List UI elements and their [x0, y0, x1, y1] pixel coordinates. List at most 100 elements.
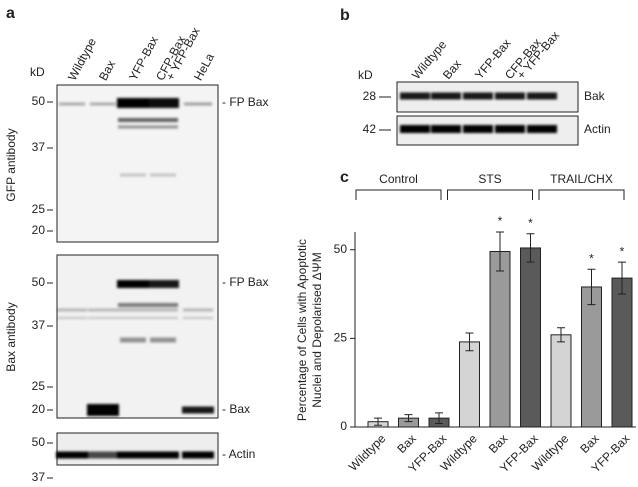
band-label: - FP Bax [222, 95, 268, 109]
band [87, 451, 119, 459]
error-bar [374, 417, 382, 426]
y-axis-label: Percentage of Cells with Apoptotic [295, 239, 309, 421]
lane-label: Bax [440, 57, 464, 82]
band [59, 102, 85, 106]
band [57, 308, 87, 312]
error-bar [404, 414, 413, 423]
group-label: STS [478, 172, 501, 186]
band [118, 118, 148, 122]
band [118, 303, 148, 307]
band [431, 125, 461, 133]
group-bracket [355, 189, 442, 200]
band [184, 102, 212, 106]
error-bar [496, 231, 504, 272]
panel-label: c [340, 169, 349, 186]
band [147, 280, 179, 288]
lane-label: HeLa [191, 51, 217, 83]
significance-marker: * [620, 244, 625, 258]
y-axis-label: Nuclei and Depolarised ΔΨM [310, 252, 324, 407]
band [118, 308, 148, 312]
y-tick-label: 0 [340, 419, 347, 433]
band [182, 451, 214, 459]
y-tick-label: 25 [334, 331, 348, 345]
group-label: TRAIL/CHX [550, 172, 613, 186]
blot-bax [56, 254, 219, 419]
group-label: Control [379, 172, 418, 186]
x-tick-label: Bax [577, 431, 602, 456]
band [495, 92, 525, 100]
panel-label: b [340, 7, 350, 24]
lane-label: Bax [96, 58, 118, 83]
band [148, 308, 178, 312]
kd-label: kD [30, 65, 45, 79]
band [120, 173, 146, 177]
x-tick-label: Bax [486, 431, 511, 456]
band [150, 337, 176, 343]
band [148, 303, 178, 307]
error-bar [557, 327, 565, 343]
band-label: Bak [584, 89, 606, 103]
error-bar [587, 268, 596, 306]
marker-label: 50 [32, 94, 46, 108]
significance-marker: * [498, 214, 503, 228]
band [182, 406, 214, 414]
marker-label: 25 [32, 202, 46, 216]
band [527, 125, 557, 133]
band [120, 337, 146, 343]
band [463, 92, 493, 100]
bar [550, 334, 572, 428]
marker-label: 50 [32, 435, 46, 449]
band [527, 92, 557, 100]
group-bracket [538, 189, 625, 200]
marker-label: 42 [363, 122, 377, 136]
marker-label: 37 [32, 140, 46, 154]
bar [520, 247, 541, 428]
bar [489, 251, 511, 428]
band [88, 308, 118, 312]
band [118, 125, 148, 129]
band-label: - Bax [222, 402, 250, 416]
band [150, 173, 176, 177]
lane-label: Wildtype [65, 35, 99, 82]
band [183, 317, 213, 319]
marker-label: 20 [32, 223, 46, 237]
band [88, 317, 118, 319]
error-bar [465, 332, 474, 352]
y-tick-label: 50 [334, 242, 348, 256]
band-label: Actin [584, 122, 611, 136]
kd-label: kD [358, 68, 373, 82]
group-bracket [447, 189, 533, 200]
band-label: - FP Bax [222, 275, 268, 289]
antibody-label: Bax antibody [4, 302, 18, 371]
marker-label: 20 [32, 402, 46, 416]
bar [611, 277, 633, 428]
panel-label: a [6, 5, 15, 22]
band [431, 92, 461, 100]
marker-label: 37 [32, 470, 46, 484]
bar [581, 286, 602, 428]
band [56, 451, 88, 459]
bar [459, 341, 480, 428]
band [147, 451, 179, 459]
marker-label: 37 [32, 318, 46, 332]
band [118, 317, 148, 319]
significance-marker: * [589, 251, 594, 265]
band [87, 404, 119, 416]
band [90, 102, 116, 106]
error-bar [618, 261, 626, 295]
band [463, 125, 493, 133]
band [400, 125, 430, 133]
marker-label: 28 [363, 89, 377, 103]
blot-gfp [56, 84, 219, 243]
band [148, 317, 178, 319]
band [117, 98, 149, 108]
error-bar [435, 412, 443, 424]
band [57, 317, 87, 319]
band [117, 451, 149, 459]
error-bar [526, 233, 535, 263]
x-tick-label: Wildtype [346, 431, 389, 474]
blot-actin [56, 432, 219, 466]
x-tick-label: Bax [394, 431, 419, 456]
bands [56, 92, 557, 459]
